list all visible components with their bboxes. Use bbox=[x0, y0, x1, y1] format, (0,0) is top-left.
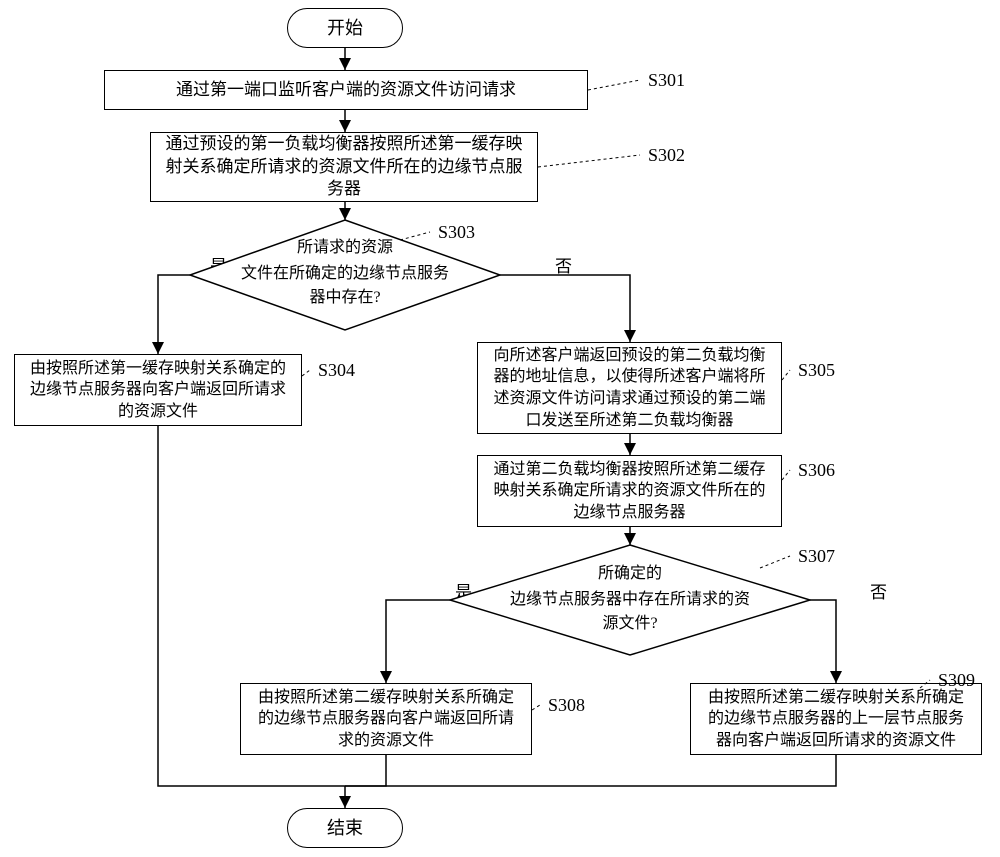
process-s306: 通过第二负载均衡器按照所述第二缓存映射关系确定所请求的资源文件所在的边缘节点服务… bbox=[477, 455, 782, 527]
step-label-s306: S306 bbox=[798, 460, 835, 481]
step-label-s303: S303 bbox=[438, 222, 475, 243]
process-s309-text: 由按照所述第二缓存映射关系所确定的边缘节点服务器的上一层节点服务器向客户端返回所… bbox=[701, 687, 971, 752]
decision-s303-line2: 文件在所确定的边缘节点服务 bbox=[241, 264, 449, 282]
step-label-s301: S301 bbox=[648, 70, 685, 91]
terminator-end: 结束 bbox=[287, 808, 403, 848]
step-label-s308: S308 bbox=[548, 695, 585, 716]
process-s306-text: 通过第二负载均衡器按照所述第二缓存映射关系确定所请求的资源文件所在的边缘节点服务… bbox=[488, 459, 771, 524]
decision-s307-line3: 源文件? bbox=[602, 614, 657, 632]
yn-s303-yes: 是 bbox=[210, 252, 227, 277]
yn-s303-no: 否 bbox=[555, 252, 572, 277]
yn-s307-yes: 是 bbox=[455, 578, 472, 603]
terminator-start: 开始 bbox=[287, 8, 403, 48]
process-s301-text: 通过第一端口监听客户端的资源文件访问请求 bbox=[176, 79, 516, 102]
step-label-s305: S305 bbox=[798, 360, 835, 381]
terminator-start-text: 开始 bbox=[327, 16, 363, 40]
step-label-s304: S304 bbox=[318, 360, 355, 381]
decision-s307 bbox=[450, 545, 810, 655]
process-s309: 由按照所述第二缓存映射关系所确定的边缘节点服务器的上一层节点服务器向客户端返回所… bbox=[690, 683, 982, 755]
step-label-s307: S307 bbox=[798, 546, 835, 567]
process-s305-text: 向所述客户端返回预设的第二负载均衡器的地址信息，以使得所述客户端将所述资源文件访… bbox=[488, 345, 771, 431]
process-s304-text: 由按照所述第一缓存映射关系确定的边缘节点服务器向客户端返回所请求的资源文件 bbox=[25, 358, 291, 423]
process-s302: 通过预设的第一负载均衡器按照所述第一缓存映射关系确定所请求的资源文件所在的边缘节… bbox=[150, 132, 538, 202]
decision-s307-line1: 所确定的 bbox=[598, 564, 662, 582]
step-label-s309: S309 bbox=[938, 670, 975, 691]
decision-s307-line2: 边缘节点服务器中存在所请求的资 bbox=[510, 590, 750, 608]
process-s304: 由按照所述第一缓存映射关系确定的边缘节点服务器向客户端返回所请求的资源文件 bbox=[14, 354, 302, 426]
decision-s303-line1: 所请求的资源 bbox=[297, 238, 393, 256]
process-s308-text: 由按照所述第二缓存映射关系所确定的边缘节点服务器向客户端返回所请求的资源文件 bbox=[251, 687, 521, 752]
process-s301: 通过第一端口监听客户端的资源文件访问请求 bbox=[104, 70, 588, 110]
yn-s307-no: 否 bbox=[870, 578, 887, 603]
process-s302-text: 通过预设的第一负载均衡器按照所述第一缓存映射关系确定所请求的资源文件所在的边缘节… bbox=[161, 133, 527, 202]
process-s308: 由按照所述第二缓存映射关系所确定的边缘节点服务器向客户端返回所请求的资源文件 bbox=[240, 683, 532, 755]
step-label-s302: S302 bbox=[648, 145, 685, 166]
decision-s303-line3: 器中存在? bbox=[309, 288, 380, 306]
process-s305: 向所述客户端返回预设的第二负载均衡器的地址信息，以使得所述客户端将所述资源文件访… bbox=[477, 342, 782, 434]
terminator-end-text: 结束 bbox=[327, 816, 363, 840]
